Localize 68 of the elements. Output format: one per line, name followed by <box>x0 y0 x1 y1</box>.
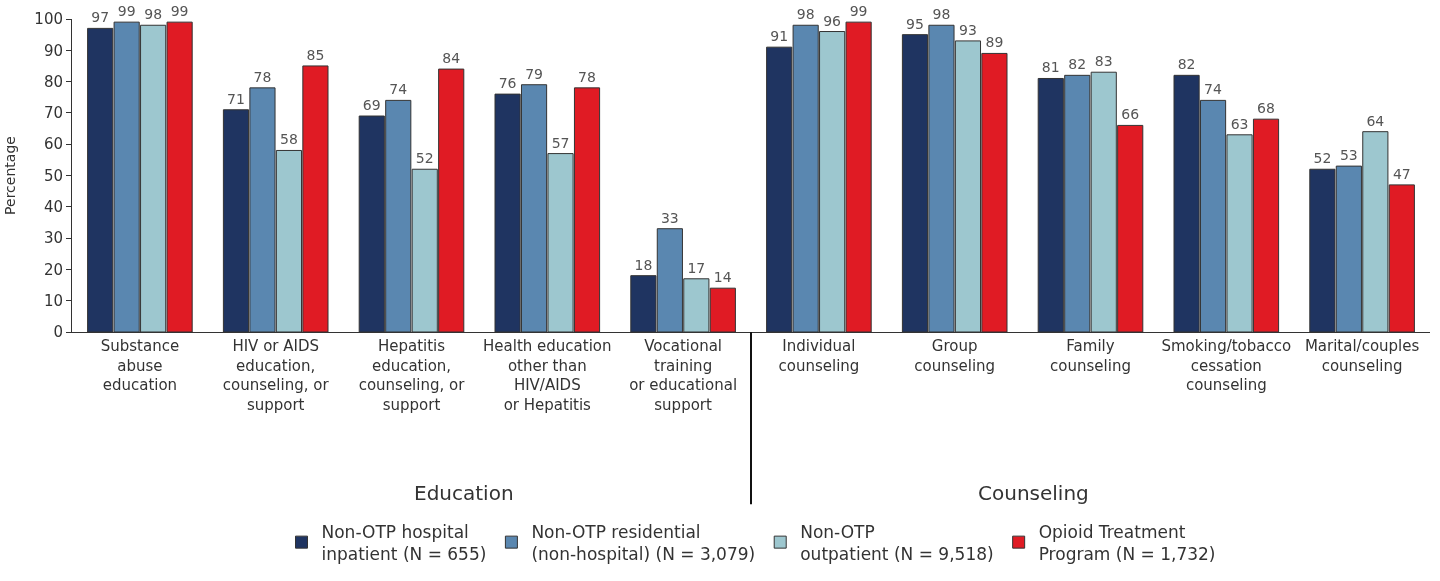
y-tick-label: 80 <box>43 72 63 91</box>
data-label: 82 <box>1177 56 1196 73</box>
data-label: 79 <box>525 65 543 82</box>
data-label: 98 <box>796 6 815 23</box>
data-label: 71 <box>227 90 245 107</box>
y-tick-label: 100 <box>34 10 63 29</box>
data-label: 78 <box>253 68 272 85</box>
data-label: 84 <box>442 50 461 67</box>
data-label: 99 <box>170 3 189 20</box>
data-label: 85 <box>306 46 325 63</box>
y-tick-label: 70 <box>43 104 63 123</box>
data-label: 83 <box>1094 53 1113 70</box>
x-tick-label: Health education other than HIV/AIDS or Hepatitis <box>483 337 612 414</box>
data-label: 93 <box>959 21 977 38</box>
legend-label: Non-OTP hospital inpatient (N = 655) <box>321 521 487 564</box>
x-tick-label: Marital/couples counseling <box>1304 337 1420 375</box>
x-tick-label: Vocational training or educational support <box>629 337 738 414</box>
data-label: 91 <box>770 28 789 45</box>
data-label: 68 <box>1257 100 1275 117</box>
data-label: 98 <box>144 6 163 23</box>
text: Counseling <box>978 481 1089 505</box>
y-tick-label: 0 <box>53 323 63 342</box>
data-label: 81 <box>1041 59 1060 76</box>
data-label: 95 <box>906 15 924 32</box>
data-label: 14 <box>713 269 732 286</box>
legend-label: Non-OTP outpatient (N = 9,518) <box>800 521 994 564</box>
data-label: 63 <box>1230 115 1249 132</box>
y-tick-label: 60 <box>43 135 63 154</box>
y-tick-label: 90 <box>43 41 63 60</box>
data-label: 74 <box>389 81 408 98</box>
data-label: 52 <box>1313 150 1332 167</box>
data-label: 89 <box>985 34 1004 51</box>
data-label: 97 <box>91 9 110 26</box>
data-label: 33 <box>660 209 679 226</box>
data-label: 58 <box>280 131 298 148</box>
x-tick-label: Substance abuse education <box>100 337 180 394</box>
data-label: 99 <box>849 3 868 20</box>
legend-label: Opioid Treatment Program (N = 1,732) <box>1038 521 1216 564</box>
data-label: 99 <box>117 3 136 20</box>
data-label: 78 <box>578 68 596 85</box>
data-label: 76 <box>498 75 517 92</box>
data-label: 53 <box>1339 147 1358 164</box>
data-label: 69 <box>362 97 381 114</box>
legend-label: Non-OTP residential (non-hospital) (N = 3,079) <box>531 521 756 564</box>
x-tick-label: Smoking/tobacco cessation counseling <box>1161 337 1292 394</box>
x-tick-label: Hepatitis education, counseling, or support <box>358 337 466 414</box>
y-tick-label: 40 <box>43 198 63 217</box>
y-tick-label: 30 <box>43 229 63 248</box>
x-tick-label: Group counseling <box>914 337 996 375</box>
x-tick-label: Individual counseling <box>778 337 860 375</box>
data-label: 96 <box>823 12 842 29</box>
data-label: 18 <box>634 256 653 273</box>
y-axis-title: Percentage <box>1 136 18 215</box>
text: Education <box>414 481 514 505</box>
y-tick-label: 10 <box>43 291 63 310</box>
data-label: 98 <box>932 6 951 23</box>
data-label: 17 <box>687 259 706 276</box>
data-label: 64 <box>1366 112 1385 129</box>
x-tick-label: HIV or AIDS education, counseling, or support <box>222 337 330 414</box>
y-tick-label: 50 <box>43 166 63 185</box>
data-label: 47 <box>1392 165 1411 182</box>
x-tick-label: Family counseling <box>1050 337 1131 375</box>
data-label: 52 <box>415 150 434 167</box>
data-label: 74 <box>1204 81 1223 98</box>
data-label: 57 <box>551 134 570 151</box>
data-label: 66 <box>1121 106 1140 123</box>
y-tick-label: 20 <box>43 260 63 279</box>
data-label: 82 <box>1068 56 1087 73</box>
